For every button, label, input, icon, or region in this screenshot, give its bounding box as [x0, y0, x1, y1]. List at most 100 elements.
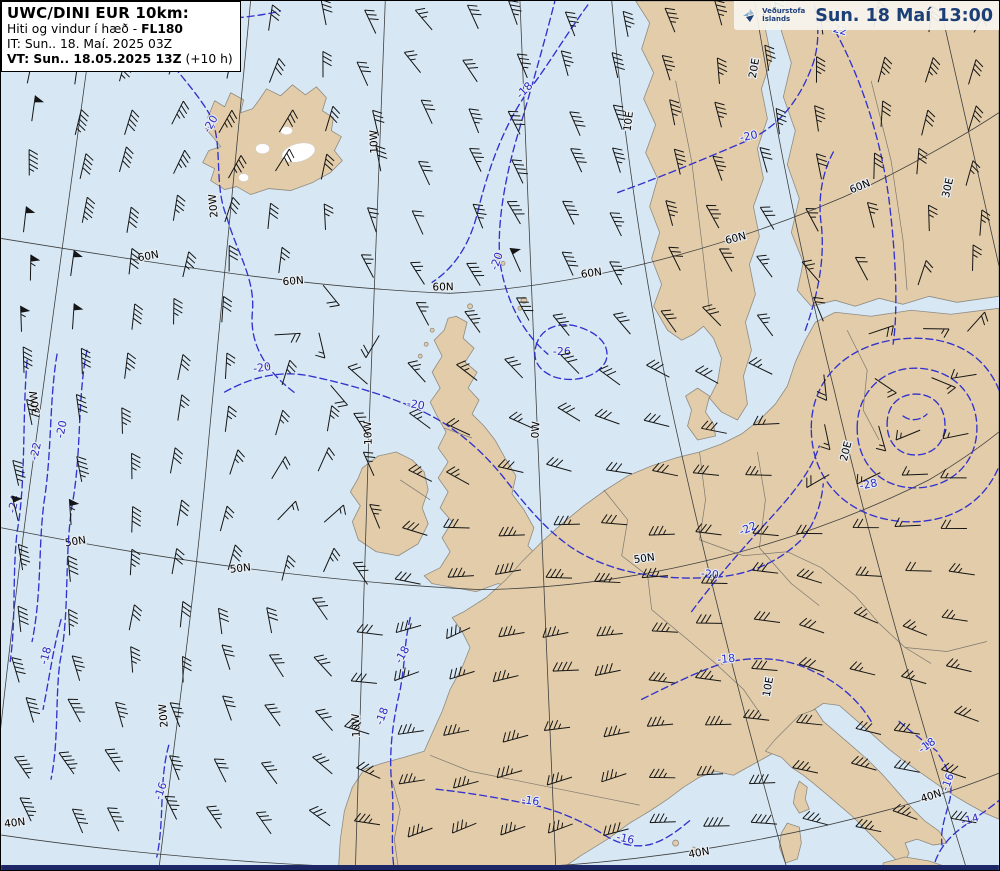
wind-barb	[121, 407, 132, 434]
wind-barb	[594, 572, 621, 584]
graticule-label: 0W	[529, 420, 542, 438]
logo-line-1: Veðurstofa	[762, 7, 806, 16]
glacier	[255, 143, 270, 154]
wind-barb	[322, 284, 340, 308]
isotherm-iso-16-se	[938, 754, 952, 846]
wind-barb	[325, 105, 341, 132]
isotherm-label: -16	[521, 793, 541, 808]
wind-barb	[700, 420, 727, 434]
wind-barb	[759, 206, 776, 230]
wind-pennant	[73, 303, 84, 311]
wind-barb	[651, 622, 678, 633]
wind-barb	[855, 720, 882, 735]
wind-barb	[395, 620, 422, 634]
wind-barb	[703, 817, 730, 827]
wind-barb	[182, 251, 197, 278]
wind-barb	[948, 562, 975, 576]
islet	[672, 839, 679, 847]
wind-barb	[222, 695, 236, 721]
country-border	[759, 547, 820, 606]
wind-barb	[792, 759, 819, 774]
wind-barb	[169, 755, 184, 781]
legend-title: UWC/DINI EUR 10km:	[7, 4, 233, 22]
wind-barb	[756, 254, 773, 278]
wind-barb	[261, 761, 278, 785]
wind-barb	[312, 597, 329, 621]
wind-barb	[446, 466, 470, 485]
wind-barb	[752, 415, 780, 426]
wind-barb	[173, 149, 191, 174]
wind-barb	[704, 715, 732, 726]
wind-barb	[58, 751, 78, 775]
wind-barb	[467, 4, 482, 29]
wind-barb	[128, 604, 143, 631]
wind-barb	[17, 543, 31, 571]
wind-barb	[74, 109, 89, 136]
coastline-continental-europe	[337, 307, 999, 870]
wind-barb	[323, 504, 347, 523]
wind-barb	[275, 409, 290, 436]
wind-barb	[941, 609, 968, 622]
wind-barb	[394, 571, 421, 585]
wind-barb	[67, 698, 85, 723]
graticule-label: 40N	[688, 845, 711, 860]
wind-pennant	[73, 250, 83, 258]
graticule-label: 20W	[207, 193, 221, 218]
wind-barb	[542, 626, 569, 638]
wind-barb	[456, 360, 478, 381]
wind-barb	[753, 610, 781, 623]
wind-barb	[603, 822, 629, 836]
wind-barb	[516, 53, 531, 79]
isotherm-iso-20-west	[50, 349, 88, 780]
wind-barb	[414, 7, 433, 31]
wind-barb	[308, 805, 331, 827]
wind-barb	[570, 148, 587, 173]
isotherm-label: -18	[37, 645, 54, 666]
wind-barb	[26, 399, 40, 426]
wind-barb	[877, 56, 893, 83]
glacier-layer	[238, 126, 316, 182]
wind-barb	[255, 811, 272, 835]
border-layer	[391, 80, 987, 868]
wind-barb	[552, 313, 570, 336]
graticule-label: 10E	[761, 676, 776, 698]
wind-barb	[177, 394, 190, 421]
country-border	[905, 641, 987, 652]
isotherm-iso-20-iceland	[122, 1, 298, 395]
wind-barb	[705, 204, 721, 229]
wind-barb	[648, 768, 676, 779]
isotherm-label: -20	[53, 419, 69, 439]
wind-barb	[569, 111, 586, 136]
legend-init-time: IT: Sun.. 18. Maí. 2025 03Z	[7, 37, 173, 52]
graticule-label: 60N	[580, 266, 603, 281]
wind-barb	[128, 248, 141, 275]
wind-barb	[795, 524, 823, 535]
wind-barb	[594, 408, 620, 425]
wind-barb	[17, 605, 29, 633]
wind-barb	[892, 803, 918, 820]
legend-model-name: UWC/DINI EUR 10km	[7, 4, 183, 22]
wind-barb	[411, 210, 425, 235]
wind-barb	[696, 765, 724, 776]
wind-barb	[508, 411, 534, 429]
wind-barb	[802, 810, 828, 826]
country-border	[651, 609, 762, 716]
wind-barb	[468, 108, 483, 134]
wind-barb	[643, 412, 670, 428]
wind-barb	[942, 429, 969, 440]
wind-barb	[868, 325, 894, 338]
wind-barb	[182, 655, 192, 683]
wind-barb	[751, 659, 778, 671]
wind-barb	[940, 468, 967, 479]
isotherm-iso-18-alps	[641, 657, 872, 723]
wind-barb	[131, 452, 141, 480]
wind-barb	[317, 447, 335, 472]
wind-barb	[612, 104, 627, 130]
wind-barb	[281, 555, 296, 581]
wind-barb	[124, 109, 140, 135]
wind-barb	[756, 313, 774, 337]
wind-barb	[497, 459, 524, 474]
wind-barb	[447, 567, 474, 578]
legend-title-colon: :	[182, 4, 189, 22]
